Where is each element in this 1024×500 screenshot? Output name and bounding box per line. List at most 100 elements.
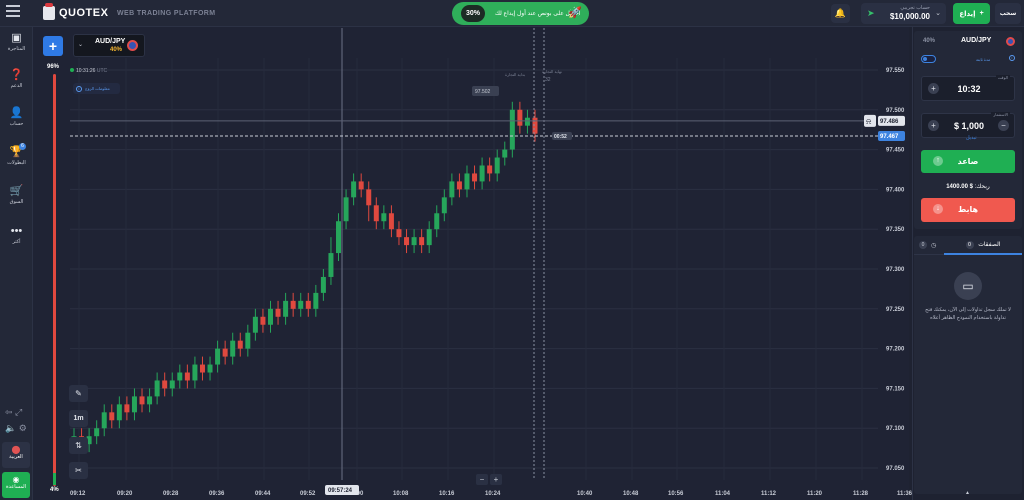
candle-up [320,276,326,293]
notification-icon[interactable]: 🔔 [831,4,850,23]
plane-icon: ➤ [867,8,875,18]
down-button[interactable]: ↓ هابط [921,198,1015,222]
candle-up [434,213,440,230]
zoom-in-button[interactable]: + [490,474,502,485]
add-asset-button[interactable]: + [43,36,63,56]
sidebar-item-market[interactable]: 🛒 السوق [0,185,33,205]
trades-panel: 0 ◷ 0 الصفقات ▭ لا تملك سجل تداولات إلى … [914,236,1022,494]
arrow-up-icon: ↑ [933,156,943,166]
draw-tool-button[interactable]: ✎ [69,385,88,402]
sidebar-item-label: الدعم [10,83,23,89]
candle-down [305,300,311,309]
candle-down [532,117,538,134]
asset-payout: 40% [110,47,123,53]
top-bar: QUOTEX WEB TRADING PLATFORM 30% احصل على… [0,0,1024,27]
y-tick-label: 97.200 [886,347,905,353]
logo-text: QUOTEX [59,7,109,19]
fixed-time-toggle[interactable] [921,55,936,63]
sound-icon[interactable]: 🔈 ⚙ [5,423,27,433]
amount-minus-button[interactable]: − [998,120,1009,131]
share-icon[interactable]: ⇦ ⤢ [5,407,23,417]
amount-plus-button[interactable]: + [928,120,939,131]
candle-down [260,316,266,325]
zoom-out-button[interactable]: − [476,474,488,485]
time-plus-button[interactable]: + [928,83,939,94]
up-button[interactable]: ↑ صاعد [921,150,1015,173]
candle-up [313,292,319,309]
candle-up [267,308,273,325]
switch-link[interactable]: تبديل [966,135,977,141]
sidebar-item-more[interactable]: ••• أكثر [0,225,33,245]
candle-up [464,173,470,190]
candle-down [199,364,205,373]
payout-row: ربحك: $ 1400.00 [914,183,1022,190]
alert-price-box [878,115,905,126]
help-icon: ❓ [9,69,24,81]
sidebar-item-support[interactable]: ❓ الدعم [0,69,33,89]
candles-icon: ⇅ [75,441,82,450]
x-tick-label: 09:52 [300,491,316,497]
current-price: 97.467 [880,134,899,140]
candle-up [381,213,387,222]
x-tick-label: 09:44 [255,491,271,497]
volume-bar-buy [53,473,56,485]
language-button[interactable]: ⬤ العربية [2,442,30,468]
cursor-price-box [472,86,499,96]
promo-banner[interactable]: 30% احصل على بونص عند أول إيداع لك 🚀 [452,2,589,25]
candle-up [192,364,198,381]
candle-down [487,165,493,174]
help-button[interactable]: ◉ المساعدة [2,472,30,498]
chart-area[interactable] [33,27,909,500]
x-tick-label: 10:40 [577,491,593,497]
chart-type-button[interactable]: ⇅ [69,437,88,454]
sidebar-item-label: السوق [9,199,24,205]
amount-field[interactable]: الاستثمار + $ 1,000 − [921,112,1015,138]
flag-icon [1006,37,1015,46]
volume-bottom-percent: 4% [50,487,59,493]
logo[interactable]: QUOTEX [43,3,109,20]
x-tick-label: 11:28 [853,491,869,497]
candle-up [502,149,508,158]
candle-down [139,396,145,405]
sidebar-item-tournaments[interactable]: 🏆 6 البطولات [0,143,33,166]
asset-selector[interactable]: ⌄ AUD/JPY 40% [73,34,145,57]
x-tick-label: 11:20 [807,491,823,497]
candle-up [524,117,530,126]
scroll-up-icon[interactable]: ▲ [965,490,970,496]
sidebar-item-label: البطولات [7,160,26,166]
rocket-icon: 🚀 [568,7,582,19]
asset-name: AUD/JPY [95,38,126,45]
tab-pending[interactable]: 0 ◷ [919,241,936,249]
candle-down [222,348,228,357]
tab-trades[interactable]: 0 الصفقات [944,238,1022,255]
x-tick-label: 09:36 [209,491,225,497]
time-field[interactable]: الوقت + 10:32 [921,75,1015,101]
x-tick-label: 09:28 [163,491,179,497]
candle-up [494,157,500,174]
info-icon[interactable]: i [1009,55,1015,61]
menu-icon[interactable] [6,5,20,17]
asset-info-button[interactable]: i معلومات الزوج [73,83,120,94]
indicators-button[interactable]: ✂ [69,462,88,479]
candle-up [252,316,258,333]
trades-tabs: 0 ◷ 0 الصفقات [914,236,1022,255]
candle-up [426,229,432,246]
withdraw-label: سحب [999,11,1017,17]
timeframe-button[interactable]: 1m [69,410,88,427]
candle-down [388,213,394,230]
sidebar-item-trading[interactable]: ▣ المتاجرة [0,32,33,52]
cursor-price: 97.502 [475,89,491,95]
up-label: صاعد [957,157,979,166]
candle-down [275,308,281,317]
pencil-icon: ✎ [75,389,82,398]
account-selector[interactable]: ➤ حساب تجريبي $10,000.00 ⌄ [861,3,946,24]
withdraw-button[interactable]: سحب [995,3,1021,24]
candle-up [449,181,455,198]
arrow-down-icon: ↓ [933,204,943,214]
candle-down [124,404,130,413]
empty-box-icon: ▭ [954,272,982,300]
sidebar-item-account[interactable]: 👤 حساب [0,107,33,127]
candle-up [441,197,447,214]
deposit-button[interactable]: إيداع + [953,3,990,24]
